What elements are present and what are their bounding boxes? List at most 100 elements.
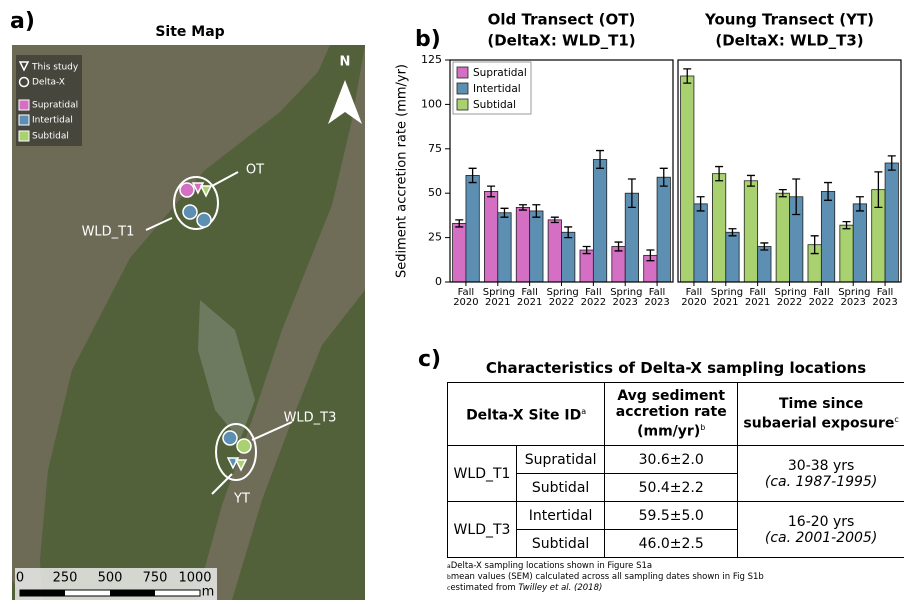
error-bar: [855, 196, 864, 212]
row: Subtidal 46.0±2.5: [448, 529, 904, 558]
footnote-mark: b: [700, 423, 706, 433]
footnote-text: estimated from: [450, 583, 516, 593]
x-tick-label-box: Fall 2023: [644, 288, 669, 308]
x-tick-label-box: Fall 2020: [453, 288, 479, 308]
chart-title: Old Transect (OT): [488, 11, 636, 29]
footnote-text: mean values (SEM) calculated across all …: [450, 572, 764, 582]
header-row: Delta-X Site IDa Avg sediment accretion …: [446, 382, 904, 446]
error-bar: [746, 174, 755, 187]
error-bar: [596, 149, 605, 169]
cell: WLD_T3: [447, 501, 517, 558]
table-title: Characteristics of Delta-X sampling loca…: [485, 359, 867, 377]
x-tick-label: Fall 2023: [872, 288, 898, 308]
site-label: OT: [246, 163, 264, 178]
error-bar: [627, 178, 636, 209]
error-bar: [760, 242, 769, 251]
legend-icon: [18, 76, 30, 88]
scale-label: 500: [98, 571, 123, 586]
error-bar: [468, 167, 477, 184]
x-tick-label-box: Fall 2021: [744, 288, 771, 308]
x-tick-label-box: Spring 2021: [711, 288, 743, 308]
error-bar: [659, 167, 668, 187]
error-bar: [696, 196, 705, 212]
bar: [693, 203, 708, 283]
map-river: [12, 45, 330, 600]
x-tick-label: Spring 2022: [774, 288, 807, 308]
age: 30-38 yrs: [787, 457, 855, 474]
y-tick-label: 125: [421, 53, 442, 66]
x-tick-label: Fall 2021: [744, 288, 771, 308]
legend-icon: [18, 130, 30, 142]
scale-label: 750: [143, 571, 168, 586]
bar: [579, 249, 594, 283]
error-bar: [550, 216, 559, 224]
bar: [515, 207, 531, 283]
error-bar: [455, 219, 464, 228]
site-arrows: [145, 171, 293, 495]
cell: WLD_T1: [447, 445, 517, 502]
era: (ca. 2001-2005): [764, 529, 878, 546]
table: Delta-X Site IDa Avg sediment accretion …: [446, 382, 904, 558]
x-tick-label-box: Spring 2023: [610, 288, 643, 308]
legend-swatch: [456, 98, 469, 111]
footnote-mark: a: [447, 563, 451, 570]
era: (ca. 1987-1995): [764, 473, 878, 490]
north-arrow: [328, 80, 362, 124]
legend-icon: [18, 61, 30, 72]
bar: [839, 224, 854, 283]
x-tick-label: Fall 2020: [453, 288, 479, 308]
error-bar: [500, 207, 509, 218]
legend-label: Subtidal: [473, 99, 516, 111]
bar: [820, 191, 836, 283]
x-tick-label-box: Spring 2021: [483, 288, 515, 308]
scale-unit: m: [202, 585, 215, 600]
cell: 30.6±2.0: [604, 445, 739, 474]
panel-label: a): [10, 9, 35, 34]
x-tick-label: Spring 2023: [610, 288, 643, 308]
bar: [611, 246, 626, 283]
bar: [712, 173, 727, 283]
x-tick-label: Fall 2020: [681, 288, 707, 308]
footnote-text: Delta-X sampling locations shown in Figu…: [450, 561, 653, 571]
map-legend-label: Supratidal: [32, 101, 78, 111]
footnote-mark: c: [894, 415, 899, 425]
x-tick-label-box: Spring 2022: [547, 288, 579, 308]
header-text: Avg sediment accretion rate (mm/yr): [615, 388, 727, 440]
x-tick-label-box: Fall 2020: [681, 288, 707, 308]
x-tick-label-box: Fall 2023: [872, 288, 898, 308]
legend-icon: [18, 114, 30, 126]
bar: [529, 210, 544, 283]
y-tick-label: 25: [428, 231, 442, 244]
x-tick-label-box: Spring 2023: [838, 288, 870, 308]
legend-label: Supratidal: [473, 67, 527, 79]
x-tick-label: Fall 2022: [580, 288, 607, 308]
x-tick-label-box: Fall 2022: [809, 288, 834, 308]
y-tick-label: 75: [428, 142, 442, 155]
chart-title: Young Transect (YT): [704, 11, 874, 29]
x-tick-label-box: Spring 2022: [774, 288, 807, 308]
map-legend-label: Delta-X: [32, 78, 65, 88]
header-cell: Delta-X Site IDa: [446, 382, 606, 446]
footnote: aDelta-X sampling locations shown in Fig…: [447, 561, 902, 572]
site-label: WLD_T3: [284, 411, 337, 426]
error-bar: [887, 155, 896, 171]
scale-label: 250: [53, 571, 78, 586]
age: 16-20 yrs: [787, 513, 855, 530]
footnote-mark: c: [447, 585, 451, 592]
error-bar: [824, 181, 833, 201]
plot-frame: [677, 59, 902, 283]
bar: [547, 219, 562, 283]
cell: 46.0±2.5: [604, 529, 739, 558]
error-bar: [683, 68, 692, 84]
bar: [497, 212, 512, 283]
legend-swatch: [456, 66, 469, 79]
error-bar: [778, 188, 787, 198]
error-bar: [728, 228, 737, 237]
bar: [852, 203, 867, 283]
site-label: WLD_T1: [82, 225, 135, 240]
footnote-mark: b: [447, 574, 451, 581]
bar: [561, 231, 576, 283]
error-bar: [564, 226, 573, 239]
footnote-mark: a: [581, 407, 587, 417]
